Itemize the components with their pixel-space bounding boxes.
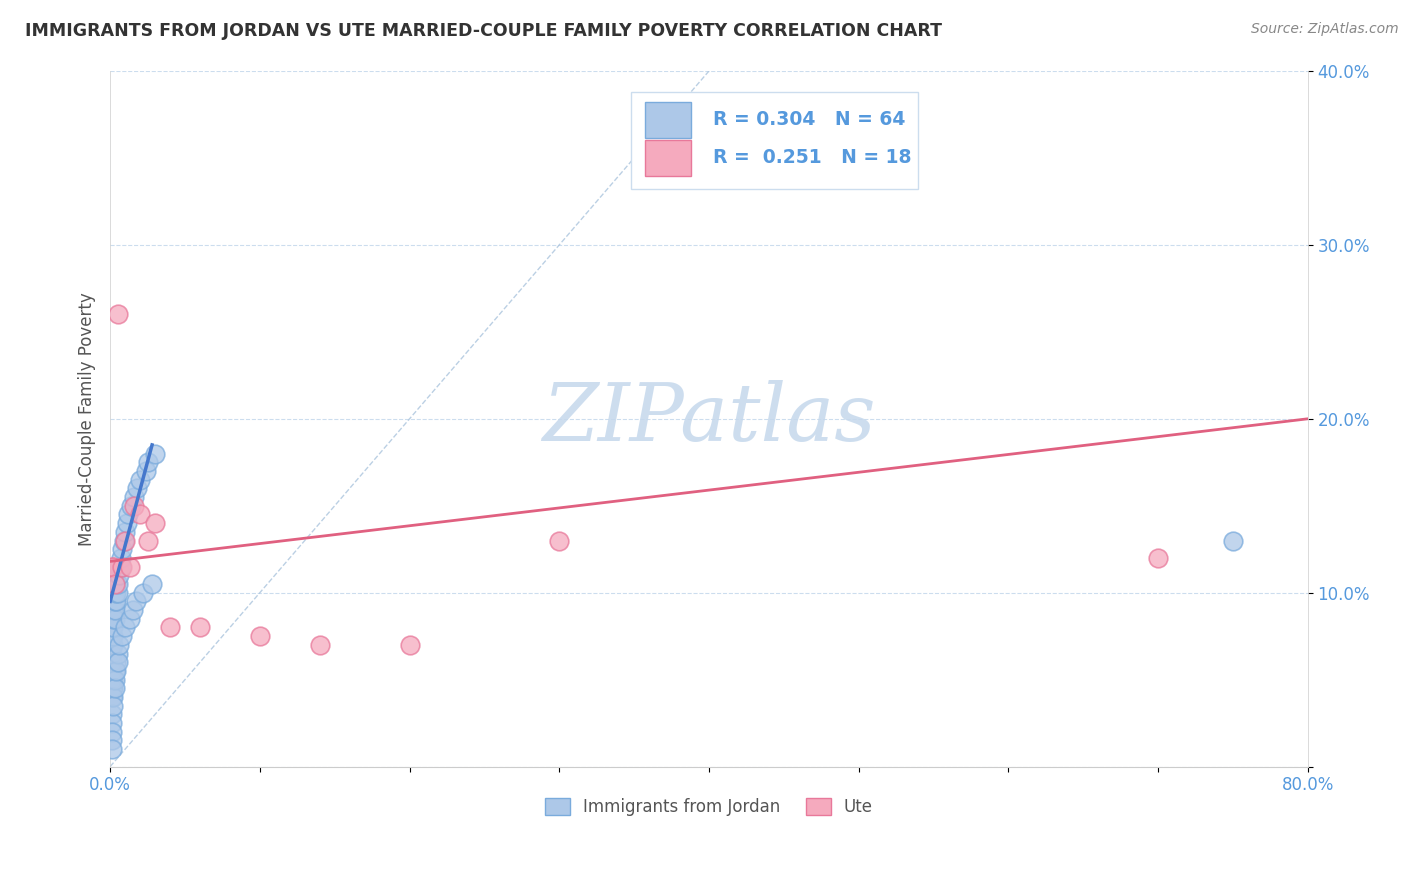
Point xyxy=(104,585,127,599)
Point xyxy=(249,629,271,643)
Point xyxy=(100,655,122,669)
Point xyxy=(136,533,159,548)
Point xyxy=(100,629,122,643)
Point xyxy=(101,698,124,713)
Point xyxy=(118,612,141,626)
Point xyxy=(111,559,134,574)
Point xyxy=(104,673,127,687)
Point xyxy=(101,673,124,687)
Point xyxy=(105,585,128,599)
Point xyxy=(107,585,129,599)
Point xyxy=(100,673,122,687)
Point xyxy=(104,603,127,617)
Point xyxy=(100,559,122,574)
Point xyxy=(124,594,146,608)
Point xyxy=(100,681,122,696)
Y-axis label: Married-Couple Family Poverty: Married-Couple Family Poverty xyxy=(79,292,96,546)
Point xyxy=(107,647,129,661)
Point xyxy=(110,559,132,574)
Text: R = 0.304   N = 64: R = 0.304 N = 64 xyxy=(713,111,905,129)
Point xyxy=(100,716,122,731)
Point xyxy=(1222,533,1244,548)
Point xyxy=(107,577,129,591)
FancyBboxPatch shape xyxy=(631,92,918,189)
Point xyxy=(100,664,122,678)
Point xyxy=(135,464,157,478)
Point xyxy=(114,524,136,539)
Point xyxy=(548,533,571,548)
Point xyxy=(308,638,330,652)
Point xyxy=(110,550,132,565)
Point xyxy=(104,664,127,678)
Point xyxy=(108,568,131,582)
Point xyxy=(100,638,122,652)
Point xyxy=(100,620,122,634)
Point xyxy=(127,481,149,495)
Point xyxy=(101,638,124,652)
Point xyxy=(101,629,124,643)
Point xyxy=(101,559,124,574)
Point xyxy=(111,629,134,643)
Point xyxy=(118,559,141,574)
Point xyxy=(107,308,129,322)
Point xyxy=(143,447,166,461)
Point xyxy=(129,508,152,522)
Point xyxy=(100,690,122,704)
Point xyxy=(101,690,124,704)
Point xyxy=(101,681,124,696)
Point xyxy=(111,542,134,557)
Bar xyxy=(645,102,690,138)
Point xyxy=(105,664,128,678)
Point xyxy=(159,620,181,634)
Text: IMMIGRANTS FROM JORDAN VS UTE MARRIED-COUPLE FAMILY POVERTY CORRELATION CHART: IMMIGRANTS FROM JORDAN VS UTE MARRIED-CO… xyxy=(25,22,942,40)
Point xyxy=(100,707,122,722)
Point xyxy=(104,577,127,591)
Point xyxy=(105,655,128,669)
Point xyxy=(105,577,128,591)
Point xyxy=(129,473,152,487)
Point xyxy=(101,612,124,626)
Bar xyxy=(645,140,690,176)
Point xyxy=(188,620,211,634)
Point xyxy=(105,594,128,608)
Point xyxy=(104,594,127,608)
Point xyxy=(398,638,420,652)
Point xyxy=(100,733,122,747)
Point xyxy=(107,655,129,669)
Point xyxy=(122,490,145,504)
Point xyxy=(120,499,142,513)
Point xyxy=(100,724,122,739)
Point xyxy=(104,612,127,626)
Text: Source: ZipAtlas.com: Source: ZipAtlas.com xyxy=(1251,22,1399,37)
Point xyxy=(114,620,136,634)
Point xyxy=(121,603,143,617)
Point xyxy=(104,681,127,696)
Point xyxy=(115,516,138,530)
Point xyxy=(122,499,145,513)
Point xyxy=(112,533,135,548)
Point xyxy=(1147,550,1170,565)
Text: ZIPatlas: ZIPatlas xyxy=(543,380,876,458)
Point xyxy=(132,585,155,599)
Point xyxy=(100,647,122,661)
Point xyxy=(143,516,166,530)
Point xyxy=(136,455,159,469)
Point xyxy=(108,559,131,574)
Point xyxy=(114,533,136,548)
Point xyxy=(108,638,131,652)
Point xyxy=(101,620,124,634)
Point xyxy=(141,577,163,591)
Legend: Immigrants from Jordan, Ute: Immigrants from Jordan, Ute xyxy=(537,789,882,824)
Point xyxy=(101,603,124,617)
Text: R =  0.251   N = 18: R = 0.251 N = 18 xyxy=(713,148,911,168)
Point xyxy=(117,508,139,522)
Point xyxy=(100,742,122,756)
